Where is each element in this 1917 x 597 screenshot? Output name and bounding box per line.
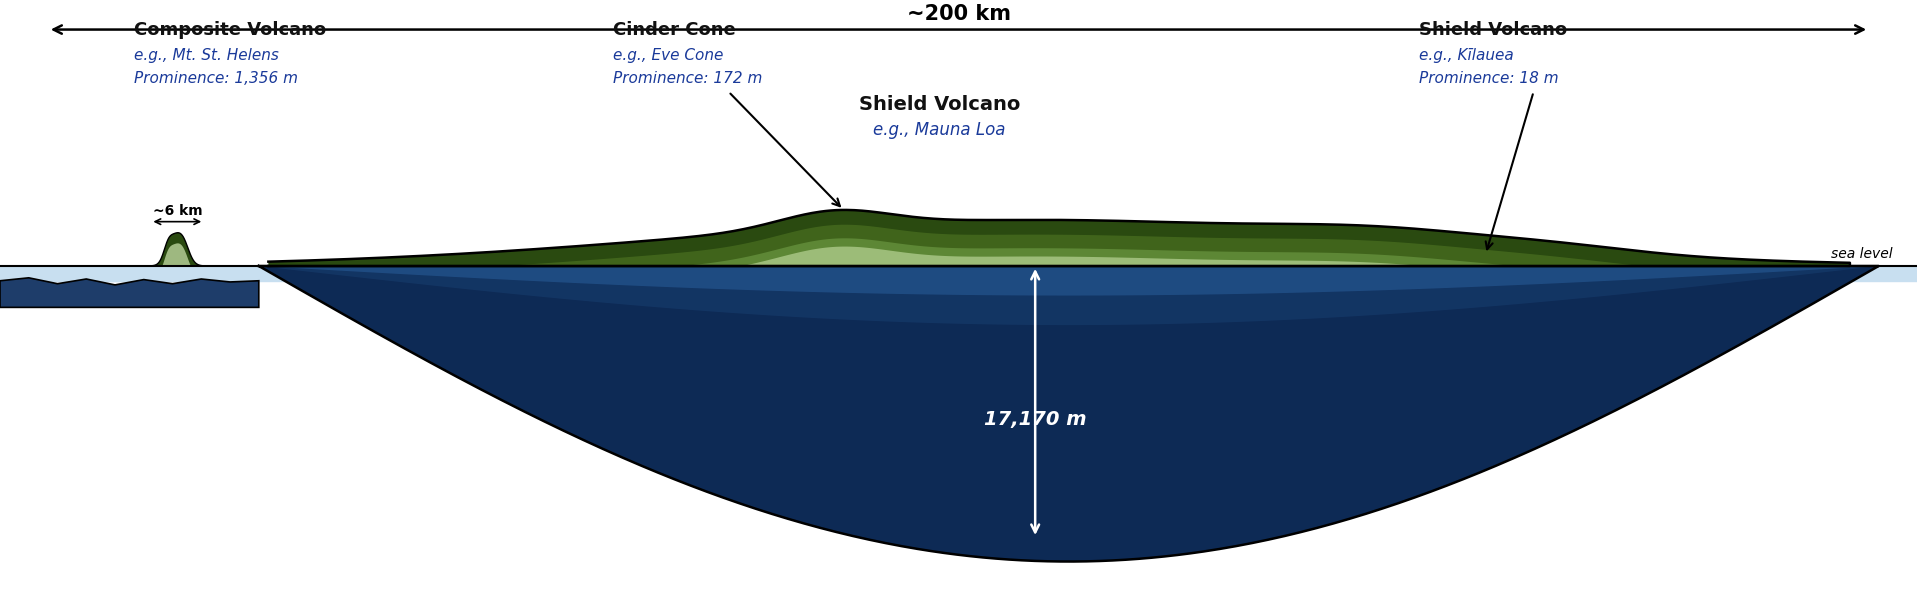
Text: e.g., Mt. St. Helens: e.g., Mt. St. Helens <box>134 48 280 63</box>
Text: Shield Volcano: Shield Volcano <box>859 94 1020 113</box>
Polygon shape <box>163 244 190 266</box>
Text: 17,170 m: 17,170 m <box>983 410 1087 429</box>
Text: Shield Volcano: Shield Volcano <box>1419 21 1566 39</box>
Polygon shape <box>144 233 211 266</box>
Text: Prominence: 1,356 m: Prominence: 1,356 m <box>134 71 299 86</box>
Polygon shape <box>268 210 1850 266</box>
Polygon shape <box>506 224 1639 266</box>
Text: Composite Volcano: Composite Volcano <box>134 21 326 39</box>
Polygon shape <box>686 238 1513 266</box>
Polygon shape <box>259 266 1879 296</box>
Polygon shape <box>0 0 1917 266</box>
Polygon shape <box>744 247 1422 266</box>
Polygon shape <box>0 266 1917 281</box>
Text: e.g., Eve Cone: e.g., Eve Cone <box>613 48 725 63</box>
Text: ~200 km: ~200 km <box>907 4 1010 24</box>
Polygon shape <box>0 278 259 307</box>
Text: Prominence: 172 m: Prominence: 172 m <box>613 71 763 86</box>
Text: e.g., Kīlauea: e.g., Kīlauea <box>1419 48 1513 63</box>
Text: ~6 km: ~6 km <box>153 204 201 218</box>
Text: e.g., Mauna Loa: e.g., Mauna Loa <box>872 121 1006 139</box>
Polygon shape <box>259 266 1879 562</box>
Text: Prominence: 18 m: Prominence: 18 m <box>1419 71 1559 86</box>
Text: sea level: sea level <box>1831 247 1894 261</box>
Polygon shape <box>0 266 259 281</box>
Polygon shape <box>259 266 1879 325</box>
Text: Cinder Cone: Cinder Cone <box>613 21 736 39</box>
